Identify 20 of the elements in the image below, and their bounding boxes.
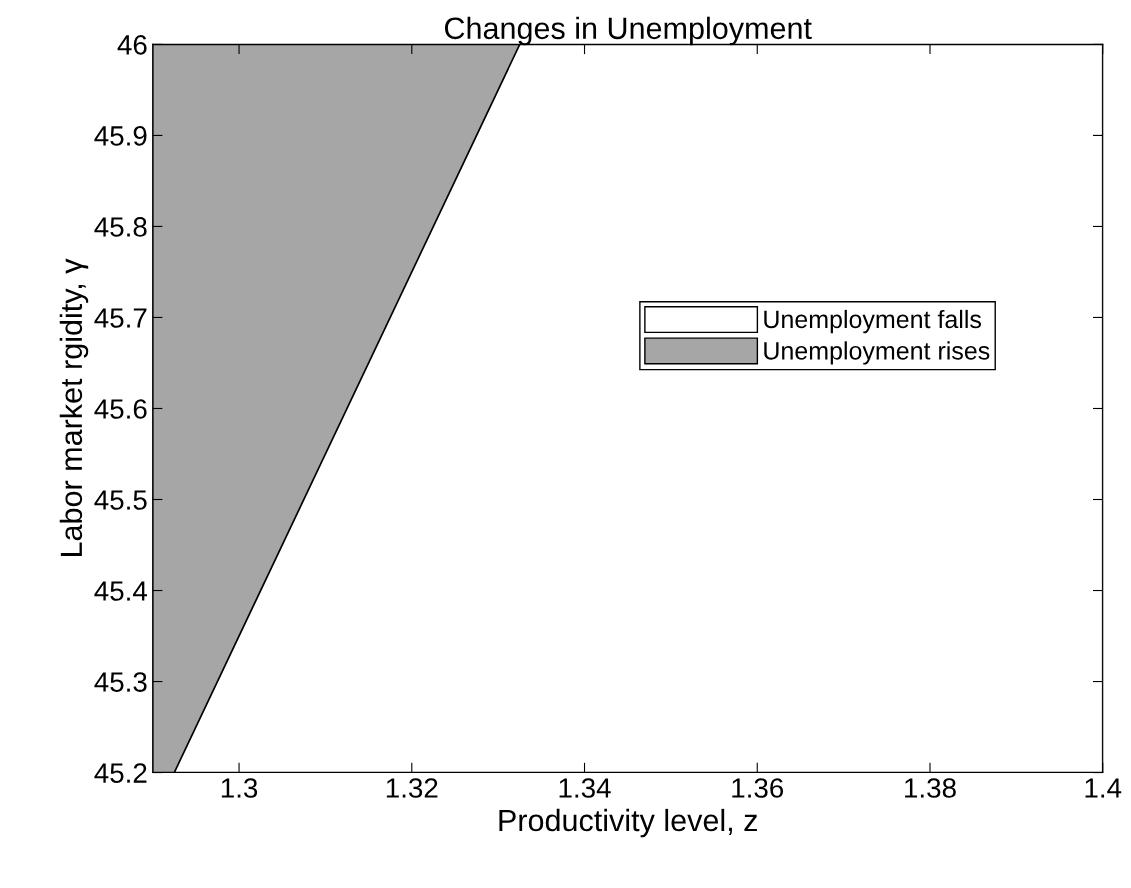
x-tick-label: 1.38: [905, 778, 956, 798]
legend-label: Unemployment rises: [764, 341, 990, 365]
y-tick-label: 45.4: [94, 581, 148, 601]
x-tick-label: 1.32: [386, 778, 438, 798]
y-tick-label: 46: [117, 35, 147, 55]
chart-title: Changes in Unemployment: [444, 16, 812, 46]
y-tick-label: 45.9: [94, 126, 147, 146]
y-tick-label: 45.8: [94, 217, 147, 237]
y-tick-label: 45.5: [94, 490, 147, 510]
x-axis-title: Productivity level, z: [499, 808, 757, 838]
y-tick-label: 45.6: [94, 399, 147, 419]
x-tick-label: 1.34: [559, 778, 611, 798]
x-tick-label: 1.4: [1085, 778, 1122, 798]
x-tick-label: 1.3: [221, 778, 258, 798]
y-tick-label: 45.3: [94, 672, 147, 692]
y-tick-label: 45.7: [94, 308, 147, 328]
y-axis-title: Labor market rgidity, γ: [59, 258, 89, 556]
y-tick-label: 45.2: [94, 763, 147, 783]
x-tick-label: 1.36: [732, 778, 784, 798]
legend-label: Unemployment falls: [764, 309, 982, 334]
